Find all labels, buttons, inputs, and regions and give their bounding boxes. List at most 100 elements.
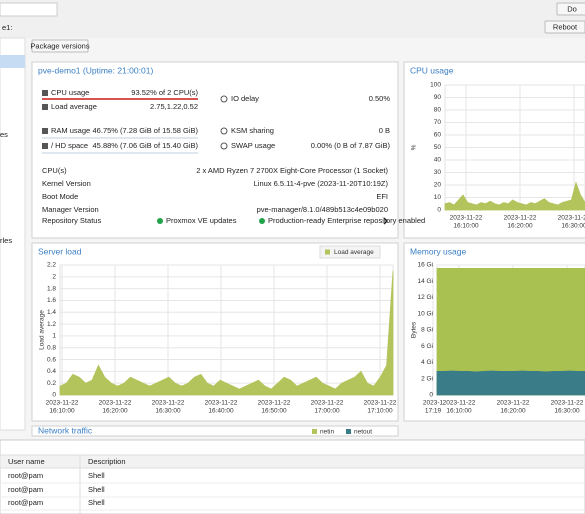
table-header [0,454,585,469]
x-tick-date: 2023-11-22 [497,400,530,407]
search-box[interactable] [0,2,58,17]
x-tick-time: 16:30:00 [561,223,585,230]
info-label: Repository Status [42,216,101,225]
x-tick-date: 2023-11-22 [364,400,397,407]
node-label: e1: [2,23,12,32]
legend-swatch [325,249,330,255]
y-tick-label: 0.8 [47,344,56,351]
icon [220,95,228,103]
summary-value: 0.00% (0 B of 7.87 GiB) [311,141,391,150]
x-tick-date: 2023-11-22 [450,215,483,222]
y-tick-label: 40 [434,157,442,164]
summary-label: IO delay [231,94,259,103]
legend-swatch [346,429,351,434]
cpu-bar [42,98,198,100]
y-tick-label: 1.2 [47,321,56,328]
y-tick-label: 50 [434,144,442,151]
x-tick-date: 2023-11-22 [558,215,585,222]
table-cell: Shell [88,485,105,494]
x-tick-date: 2023-11-22 [504,215,537,222]
info-label: CPU(s) [42,166,67,175]
ok-icon [157,218,163,224]
x-tick-time: 16:50:00 [261,408,287,415]
task-table [0,439,585,514]
summary-label: RAM usage [51,126,90,135]
area [59,270,394,396]
y-tick-label: 16 Gi [417,262,433,269]
ok-icon [259,218,265,224]
top-bar [0,0,585,38]
legend-label: netout [354,429,372,436]
x-tick-time: 17:00:00 [314,408,340,415]
x-tick-time: 16:20:00 [102,408,128,415]
reboot-button: Reboot [553,22,578,31]
y-tick-label: 20 [434,182,442,189]
y-tick-label: 0 [52,392,56,399]
network-panel [31,425,399,437]
selected-node[interactable] [0,55,25,68]
y-tick-label: 0.6 [47,356,56,363]
reboot-button-bg[interactable] [544,20,585,34]
x-tick-date: 2023-11-22 [99,400,132,407]
y-tick-label: 1.6 [47,297,56,304]
table-cell: root@pam [8,498,43,507]
y-tick-label: 10 [434,194,442,201]
table-header: User name [8,457,45,466]
table-cell: root@pam [8,471,43,480]
legend-box[interactable] [319,245,381,259]
y-axis-label: Bytes [411,321,418,338]
y-tick-label: 12 Gi [417,294,433,301]
y-axis-label: Load average [39,310,46,350]
x-tick-time: 16:20:00 [507,223,533,230]
package-versions: Package versions [30,41,89,50]
info-value: EFI [376,192,388,201]
y-tick-label: 0.4 [47,368,56,375]
x-tick-date: 2023-11-22 [46,400,79,407]
x-tick-time: 16:40:00 [208,408,234,415]
y-tick-label: 10 Gi [417,310,433,317]
y-tick-label: 8 Gi [421,327,433,334]
chart-title: Memory usage [410,246,466,256]
y-tick-label: 2 Gi [421,375,433,382]
y-tick-label: 80 [434,107,442,114]
legend-label: Load average [334,249,374,256]
y-tick-label: 1.8 [47,285,56,292]
chart-title: CPU usage [410,65,454,75]
y-axis-label: % [411,144,418,150]
summary-label: / HD space [51,141,88,150]
area [444,181,585,211]
area [436,268,585,396]
chevron [383,217,389,225]
summary-value: 0 B [379,126,390,135]
summary-label: KSM sharing [231,126,274,135]
table-cell: Shell [88,471,105,480]
icon [42,128,48,134]
repo-enterprise: Production-ready Enterprise repository e… [268,216,425,225]
top-button-bg[interactable] [556,2,585,16]
icon [220,127,228,135]
ram-bar [42,137,198,139]
info-label: Manager Version [42,205,99,214]
x-tick-time: 17:10:00 [367,408,393,415]
x-tick-date: 2023-11-22 [152,400,185,407]
legend-swatch [312,429,317,434]
y-tick-label: 6 Gi [421,343,433,350]
x-tick-date: 2023-11-22 [443,400,476,407]
table-header: Description [88,457,126,466]
package-versions-bg[interactable] [31,39,89,53]
y-tick-label: 0 [429,392,433,399]
icon [42,143,48,149]
x-tick-time: 16:10:00 [453,223,479,230]
repo-updates: Proxmox VE updates [166,216,237,225]
x-tick-date: 2023-11-22 [258,400,291,407]
sidebar-item: rles [0,236,12,245]
x-tick-time: 16:10:00 [446,408,472,415]
hd-bar [42,152,198,154]
y-tick-label: 30 [434,169,442,176]
y-tick-label: 4 Gi [421,359,433,366]
info-value: pve-manager/8.1.0/489b513c4e09b020 [257,205,388,214]
info-value: Linux 6.5.11-4-pve (2023-11-20T10:19Z) [254,179,389,188]
x-tick-time: 16:20:00 [500,408,526,415]
y-tick-label: 70 [434,119,442,126]
